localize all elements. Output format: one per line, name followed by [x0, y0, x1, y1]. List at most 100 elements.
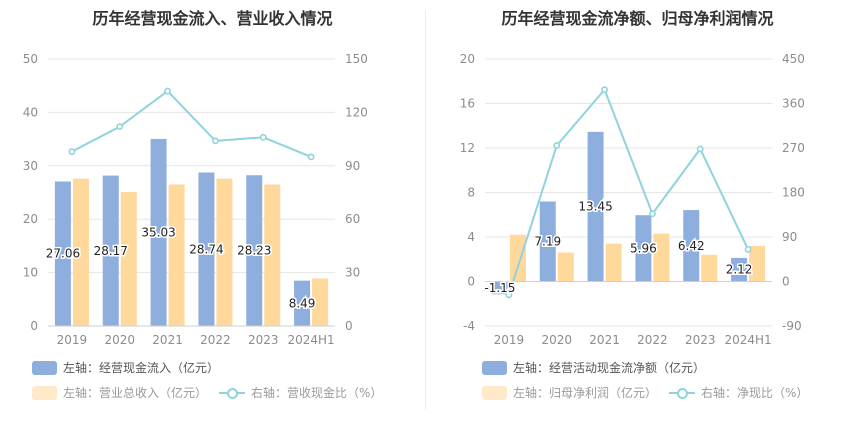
bar-data-label: 13.45: [578, 200, 612, 214]
x-axis-tick-label: 2024H1: [287, 333, 334, 347]
ratio-line-point: [307, 153, 315, 161]
right-axis-tick-label: 120: [345, 105, 368, 119]
netcash-profit-chart: -4 0 4 8 12 16 20 -90 0 90 180 270 360 450 2019 2020 202…: [460, 52, 805, 347]
ratio-line-point: [116, 123, 124, 131]
legend-item-net-cash-ratio[interactable]: 右轴：净现比（%）: [669, 384, 808, 401]
right-axis-tick-label: 90: [345, 159, 360, 173]
left-axis-tick-label: 10: [23, 266, 38, 280]
bar-primary: [731, 257, 748, 282]
x-axis-tick-label: 2020: [104, 333, 135, 347]
ratio-line-point: [744, 245, 752, 253]
left-axis-tick-label: 12: [460, 141, 475, 155]
x-axis-tick-label: 2021: [152, 333, 183, 347]
chart-title: 历年经营现金流入、营业收入情况: [92, 9, 333, 28]
legend-swatch-icon: [482, 385, 507, 400]
bar-data-label: 6.42: [678, 239, 705, 253]
bar-data-label: 5.96: [630, 241, 657, 255]
bar-secondary: [264, 184, 281, 326]
bar-secondary: [509, 234, 526, 282]
legend-item-net-profit[interactable]: 左轴：归母净利润（亿元）: [482, 384, 657, 401]
bar-primary: [198, 172, 215, 326]
left-axis-tick-label: 30: [23, 159, 38, 173]
ratio-line-point: [68, 148, 76, 155]
bar-data-label: 8.49: [289, 296, 316, 310]
bar-secondary: [701, 254, 718, 282]
ratio-line-point: [164, 87, 171, 95]
legend-swatch-icon: [482, 360, 507, 375]
legend-label: 右轴：净现比（%）: [701, 386, 809, 400]
bar-data-label: 28.17: [94, 244, 128, 258]
right-axis-tick-label: 90: [782, 230, 797, 244]
x-axis-tick-label: 2021: [589, 333, 620, 347]
chart-title: 历年经营现金流净额、归母净利润情况: [501, 9, 774, 28]
left-axis-tick-label: 40: [23, 105, 38, 119]
bar-secondary: [216, 178, 233, 326]
panel-divider: [425, 10, 426, 410]
cashflow-revenue-chart-panel: 历年经营现金流入、营业收入情况 0 10 20 30 40 50 0 30 60 90 120 150…: [23, 9, 383, 401]
ratio-line: [507, 87, 749, 296]
right-axis-tick-label: -90: [782, 319, 802, 333]
ratio-line-point: [259, 133, 267, 141]
bar-secondary: [653, 233, 670, 282]
legend-label: 右轴：营收现金比（%）: [251, 386, 383, 400]
cashflow-revenue-chart: 0 10 20 30 40 50 0 30 60 90 120 150 2019 2020 2021 2022…: [23, 52, 368, 347]
bar-data-label: -1.15: [484, 281, 515, 295]
ratio-line-point: [212, 137, 219, 145]
ratio-line-point: [649, 210, 656, 218]
legend-swatch-icon: [32, 385, 57, 400]
bar-primary: [587, 131, 604, 282]
bar-secondary: [120, 191, 137, 326]
legend-label: 左轴：经营现金流入（亿元）: [63, 361, 220, 375]
ratio-line-point: [505, 291, 513, 299]
left-axis-tick-label: 20: [23, 212, 38, 226]
legend-line-icon: [669, 386, 695, 400]
x-axis-tick-label: 2020: [541, 333, 572, 347]
x-axis-tick-label: 2023: [685, 333, 716, 347]
right-axis-tick-label: 450: [782, 52, 805, 66]
right-axis-tick-label: 270: [782, 141, 805, 155]
legend-item-net-operating-cash[interactable]: 左轴：经营活动现金流净额（亿元）: [482, 359, 705, 376]
bar-secondary: [605, 243, 622, 282]
bar-data-label: 35.03: [141, 225, 175, 239]
x-axis-tick-label: 2024H1: [724, 333, 771, 347]
right-axis-tick-label: 60: [345, 212, 360, 226]
bar-secondary: [312, 278, 329, 326]
netcash-profit-chart-panel: 历年经营现金流净额、归母净利润情况 -4 0 4 8 12 16 20 -90 0 90 180 27…: [425, 0, 850, 437]
legend-item-cash-inflow[interactable]: 左轴：经营现金流入（亿元）: [32, 359, 219, 376]
bar-primary: [246, 175, 263, 326]
left-axis-tick-label: 4: [467, 230, 475, 244]
x-axis-tick-label: 2019: [494, 333, 525, 347]
bar-primary: [683, 210, 700, 282]
bar-primary: [539, 201, 556, 282]
left-axis-tick-label: 16: [460, 97, 475, 111]
left-axis-tick-label: 8: [467, 186, 475, 200]
right-axis-tick-label: 0: [345, 319, 353, 333]
ratio-line: [71, 89, 312, 158]
x-axis-tick-label: 2019: [57, 333, 88, 347]
bar-data-label: 27.06: [46, 247, 80, 261]
right-axis-tick-label: 360: [782, 97, 805, 111]
bar-primary: [54, 181, 71, 326]
x-axis-tick-label: 2023: [248, 333, 279, 347]
left-axis-tick-label: 0: [467, 275, 475, 289]
right-axis-tick-label: 150: [345, 52, 368, 66]
right-axis-tick-label: 180: [782, 186, 805, 200]
legend-item-revenue[interactable]: 左轴：营业总收入（亿元）: [32, 384, 207, 401]
bar-secondary: [749, 245, 766, 282]
left-axis-tick-label: 20: [460, 52, 475, 66]
bar-primary: [102, 175, 119, 326]
bar-data-label: 7.19: [534, 235, 561, 249]
x-axis-tick-label: 2022: [637, 333, 668, 347]
bar-primary: [635, 215, 652, 282]
ratio-line-point: [553, 142, 561, 149]
bar-secondary: [557, 252, 574, 282]
right-axis-tick-label: 30: [345, 266, 360, 280]
legend-item-cash-revenue-ratio[interactable]: 右轴：营收现金比（%）: [219, 384, 382, 401]
bar-data-label: 28.23: [237, 244, 271, 258]
ratio-line-point: [601, 86, 608, 94]
bar-data-label: 2.12: [726, 263, 753, 277]
legend-label: 左轴：经营活动现金流净额（亿元）: [513, 361, 706, 375]
legend-label: 左轴：营业总收入（亿元）: [63, 386, 208, 400]
bar-primary: [150, 138, 167, 326]
bar-primary: [491, 281, 508, 295]
